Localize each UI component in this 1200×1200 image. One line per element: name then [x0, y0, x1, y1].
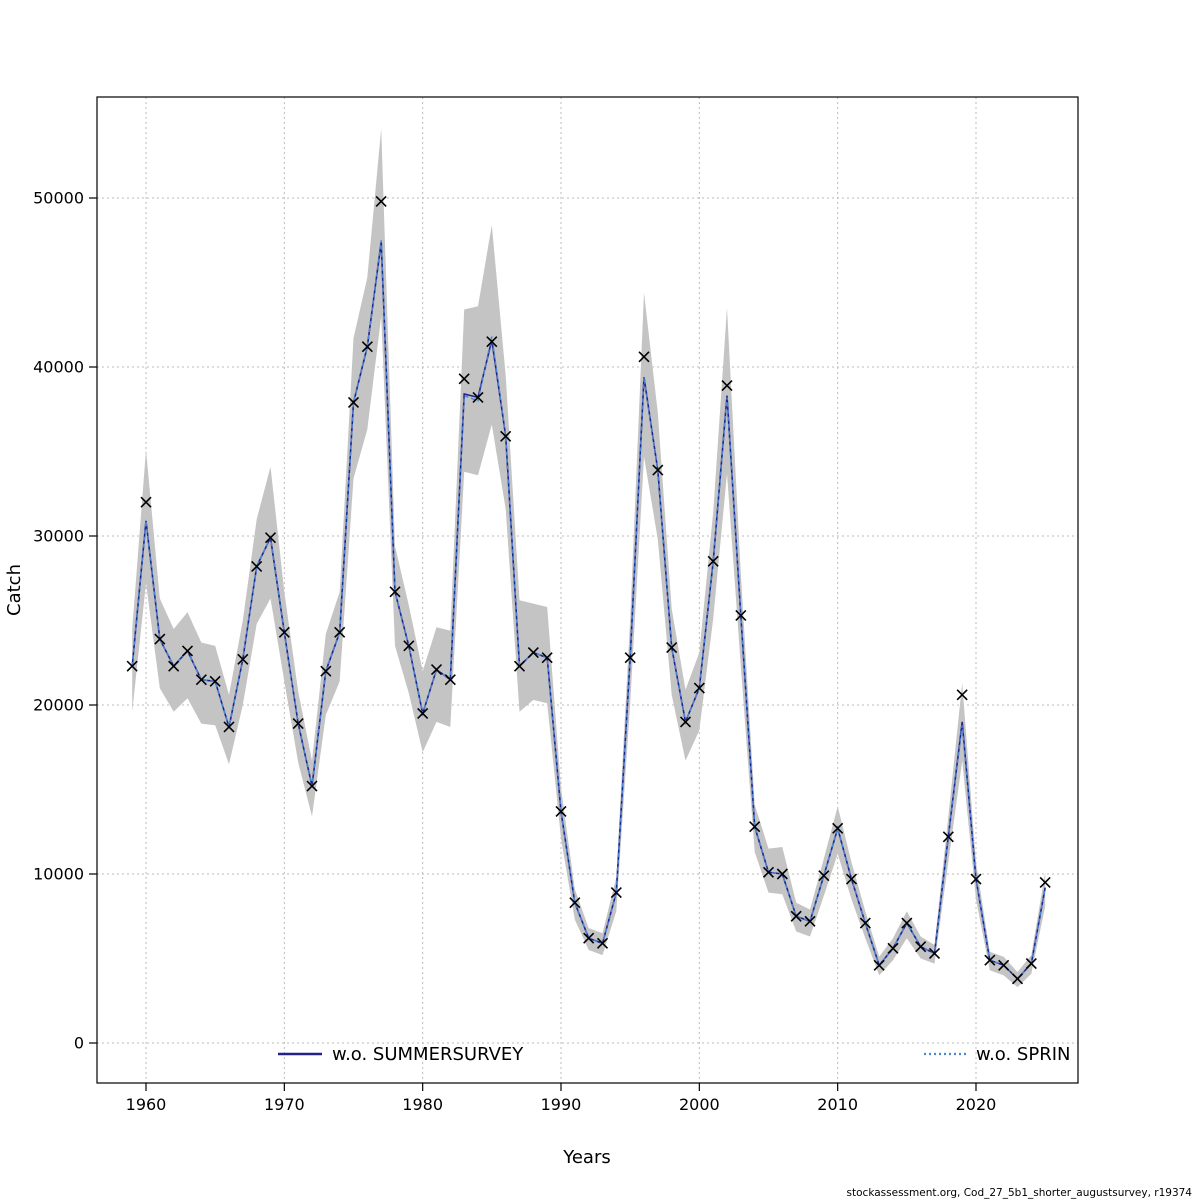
observation-marker	[278, 626, 290, 638]
observation-marker	[776, 868, 788, 880]
observation-marker	[1039, 876, 1051, 889]
observation-marker	[444, 674, 456, 686]
x-tick-label: 2000	[679, 1095, 720, 1114]
observation-marker	[292, 718, 304, 730]
observation-marker	[430, 663, 443, 676]
observation-marker	[320, 665, 332, 677]
observation-marker	[928, 947, 941, 959]
observation-marker	[624, 652, 636, 664]
observation-marker	[251, 560, 263, 572]
observation-marker	[804, 915, 816, 927]
x-tick-label: 1970	[264, 1095, 305, 1114]
y-axis-label: Catch	[4, 564, 25, 616]
x-axis-label: Years	[562, 1147, 611, 1168]
observation-marker	[223, 721, 235, 733]
observation-marker	[500, 430, 512, 442]
x-tick-label: 1980	[402, 1095, 443, 1114]
observation-marker	[956, 689, 968, 701]
observation-marker	[610, 887, 622, 899]
observation-marker	[721, 380, 733, 392]
observation-marker	[735, 609, 747, 621]
observation-marker	[749, 821, 761, 833]
observation-marker	[679, 716, 692, 728]
y-tick-label: 20000	[33, 696, 84, 715]
observation-marker	[126, 660, 138, 672]
legend: w.o. SUMMERSURVEY w.o. SPRIN	[278, 1044, 1071, 1065]
observation-marker	[790, 910, 802, 922]
observation-marker	[486, 336, 498, 348]
observation-marker	[652, 464, 664, 476]
observation-marker	[347, 396, 360, 409]
gridlines	[97, 97, 1078, 1083]
observation-marker	[555, 805, 567, 818]
observation-marker	[306, 780, 318, 792]
observation-marker	[818, 870, 830, 882]
observation-marker	[154, 633, 166, 645]
observation-marker	[472, 391, 484, 403]
y-tick-label: 0	[74, 1034, 84, 1053]
observation-marker	[140, 496, 152, 508]
observation-marker	[417, 707, 429, 720]
observation-marker	[845, 873, 858, 885]
confidence-band-polygon	[132, 128, 1046, 988]
y-tick-label: 40000	[33, 358, 84, 377]
confidence-band	[132, 128, 1046, 988]
observation-markers	[126, 195, 1051, 985]
observation-marker	[195, 674, 207, 686]
observation-marker	[403, 640, 415, 652]
observation-marker	[527, 647, 539, 659]
x-tick-label: 1960	[126, 1095, 167, 1114]
observation-marker	[942, 831, 954, 843]
x-tick-label: 2010	[817, 1095, 858, 1114]
fit-line-summersurvey	[131, 241, 1046, 980]
observation-marker	[873, 959, 885, 971]
observation-marker	[334, 626, 346, 638]
observation-marker	[970, 873, 982, 885]
observation-marker	[513, 660, 526, 672]
y-tick-label: 30000	[33, 527, 84, 546]
observation-marker	[264, 532, 277, 544]
x-tick-label: 1990	[541, 1095, 582, 1114]
observation-marker	[666, 641, 678, 654]
series-lines	[131, 240, 1046, 980]
axis-ticks: 1960 1970 1980 1990 2000 2010 2020 0 10000 20000 3…	[33, 189, 996, 1115]
fit-line-springsurvey	[131, 240, 1046, 980]
plot-border	[96, 96, 1079, 1084]
observation-marker	[1025, 958, 1037, 970]
observation-marker	[901, 917, 913, 929]
observation-marker	[832, 822, 844, 834]
caption: stockassessment.org, Cod_27_5b1_shorter_…	[847, 1187, 1193, 1199]
observation-marker	[762, 866, 775, 878]
y-tick-label: 50000	[33, 189, 84, 208]
observation-marker	[638, 351, 650, 363]
observation-marker	[209, 675, 221, 687]
observation-marker	[998, 959, 1010, 971]
observation-marker	[707, 555, 719, 567]
observation-marker	[237, 653, 249, 665]
legend-label-springsurvey: w.o. SPRIN	[976, 1044, 1071, 1065]
observation-marker	[181, 645, 194, 657]
observation-marker	[361, 341, 373, 353]
observation-marker	[596, 937, 609, 949]
observation-marker	[915, 941, 927, 953]
observation-marker	[859, 917, 871, 929]
observation-marker	[984, 954, 996, 966]
observation-marker	[375, 195, 387, 207]
observation-marker	[693, 682, 705, 694]
observation-marker	[168, 660, 180, 672]
observation-marker	[583, 932, 595, 944]
observation-marker	[458, 373, 470, 385]
y-tick-label: 10000	[33, 865, 84, 884]
observation-marker	[541, 652, 553, 664]
observation-marker	[569, 897, 581, 909]
observation-marker	[1011, 973, 1024, 985]
x-tick-label: 2020	[956, 1095, 997, 1114]
observation-marker	[389, 586, 401, 598]
legend-label-summersurvey: w.o. SUMMERSURVEY	[332, 1044, 524, 1065]
observation-marker	[887, 942, 899, 954]
